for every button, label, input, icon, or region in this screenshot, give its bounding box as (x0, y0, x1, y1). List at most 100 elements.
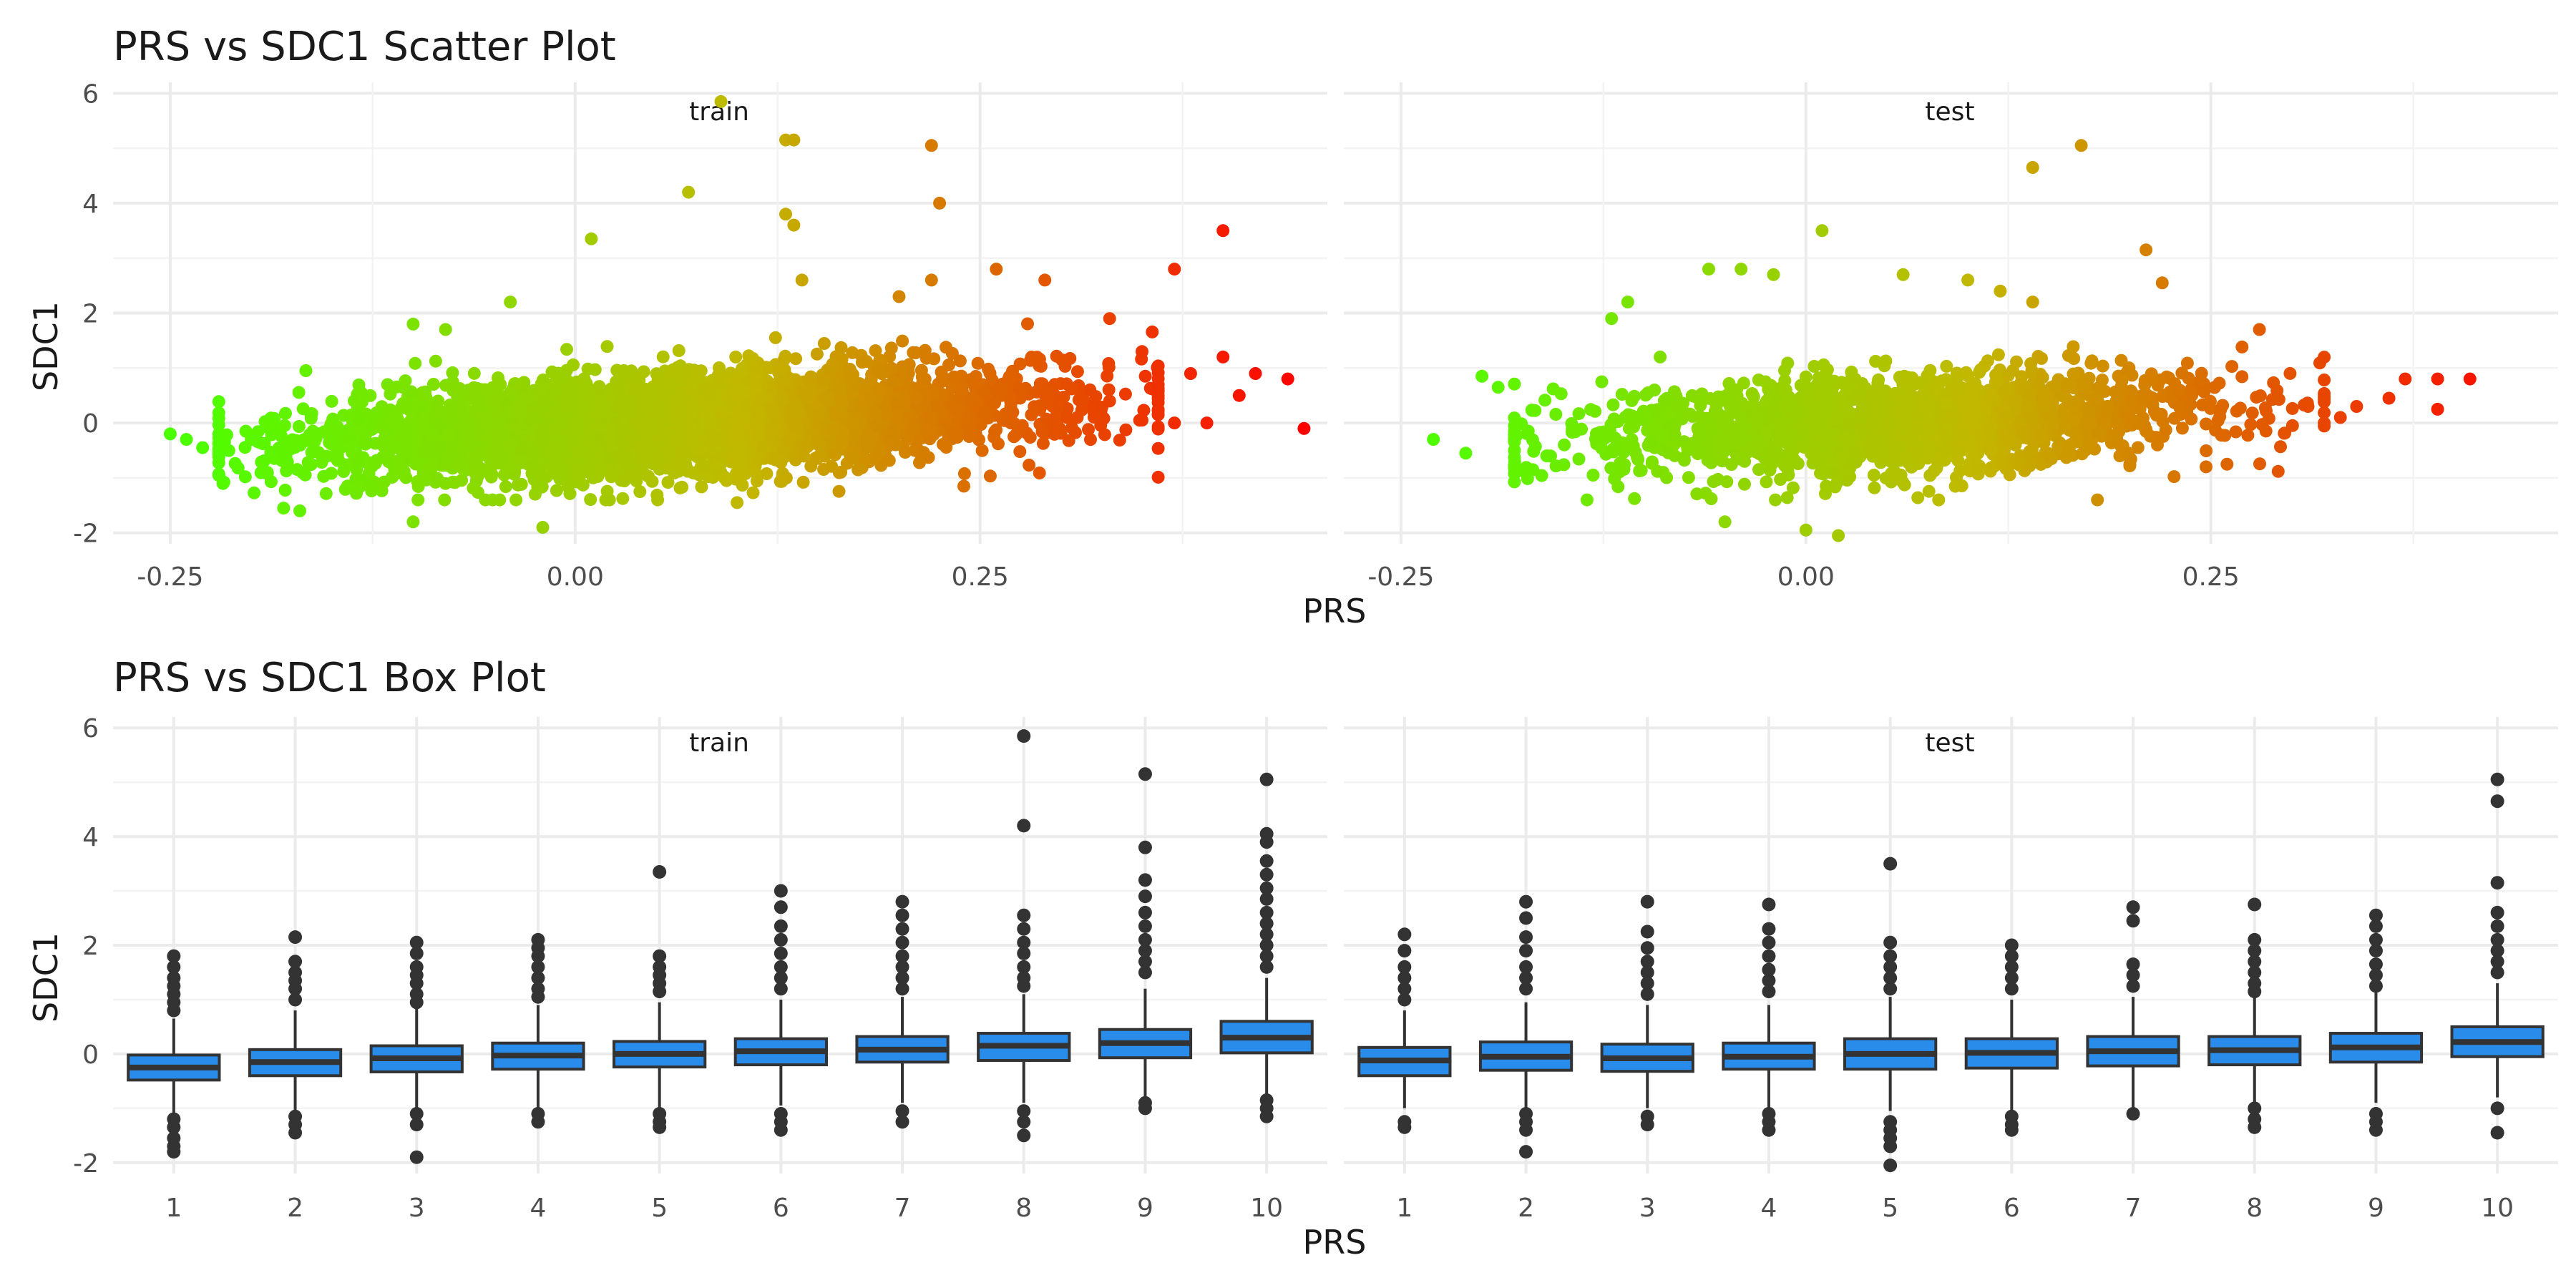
scatter-point (701, 470, 715, 484)
scatter-point (918, 372, 932, 386)
scatter-point (1004, 371, 1018, 385)
scatter-point (736, 479, 749, 492)
scatter-point (493, 493, 507, 507)
scatter-point (404, 385, 418, 399)
scatter-point (1615, 388, 1629, 401)
scatter-point (399, 471, 413, 484)
scatter-point (258, 436, 271, 450)
scatter-point (869, 407, 883, 420)
scatter-point (610, 401, 624, 414)
scatter-point (293, 504, 306, 517)
scatter-point (1051, 401, 1064, 414)
scatter-point (1151, 384, 1165, 397)
scatter-point (504, 436, 518, 450)
scatter-point (444, 415, 457, 429)
scatter-point (846, 417, 859, 431)
scatter-point (1281, 372, 1294, 386)
scatter-strip-test: test (1925, 97, 1974, 127)
scatter-point (734, 454, 748, 467)
scatter-point (618, 474, 631, 487)
scatter-point (337, 409, 351, 422)
scatter-point (983, 469, 997, 483)
scatter-point (2084, 356, 2098, 370)
scatter-point (563, 376, 577, 389)
scatter-point (552, 366, 565, 380)
scatter-point (695, 480, 708, 494)
scatter-point (1168, 416, 1181, 430)
scatter-point (1087, 411, 1101, 424)
scatter-point (900, 383, 914, 396)
scatter-point (1102, 383, 1116, 396)
scatter-point (573, 446, 587, 459)
scatter-point (1097, 411, 1111, 425)
scatter-point (464, 441, 477, 455)
scatter-point (1013, 445, 1027, 459)
scatter-point (581, 465, 595, 479)
scatter-point (860, 440, 874, 454)
scatter-point (292, 420, 306, 433)
scatter-point (619, 370, 633, 384)
scatter-point (1151, 361, 1164, 374)
scatter-point (825, 459, 839, 473)
scatter-point (1786, 481, 1800, 494)
scatter-point (562, 477, 575, 491)
scatter-point (728, 378, 741, 391)
scatter-point (196, 441, 210, 454)
scatter-point (2245, 406, 2259, 420)
scatter-point (212, 395, 225, 409)
scatter-point (844, 374, 858, 387)
scatter-point (278, 484, 292, 497)
scatter-point (553, 438, 567, 452)
scatter-point (892, 290, 906, 303)
scatter-point (1871, 376, 1885, 390)
scatter-point (2283, 366, 2297, 380)
scatter-point (817, 337, 831, 350)
scatter-point (280, 455, 294, 469)
scatter-point (212, 427, 225, 441)
scatter-point (424, 457, 438, 471)
scatter-point (952, 404, 966, 418)
scatter-point (301, 456, 315, 469)
scatter-point (467, 482, 480, 495)
scatter-point (633, 485, 647, 499)
y-tick-label: -2 (73, 519, 99, 549)
scatter-point (514, 407, 527, 421)
scatter-point (163, 427, 177, 441)
scatter-point (540, 400, 552, 414)
scatter-point (859, 355, 873, 368)
scatter-point (887, 426, 901, 439)
y-tick-label: 0 (82, 409, 99, 439)
scatter-point (712, 369, 725, 381)
scatter-point (1249, 367, 1262, 380)
scatter-point (769, 453, 782, 467)
scatter-point (1628, 492, 1641, 505)
scatter-point (411, 493, 425, 507)
scatter-point (545, 387, 559, 401)
scatter-point (605, 470, 618, 484)
scatter-point (452, 459, 466, 473)
scatter-point (800, 440, 814, 454)
scatter-point (804, 459, 818, 473)
scatter-point (258, 454, 271, 467)
scatter-point (736, 362, 749, 375)
scatter-point (1151, 441, 1165, 455)
scatter-point (1084, 433, 1097, 447)
scatter-point (548, 467, 562, 480)
scatter-point (682, 185, 696, 199)
scatter-point (299, 364, 313, 377)
scatter-point (940, 441, 953, 454)
scatter-point (462, 413, 475, 426)
scatter-points (163, 94, 1311, 534)
scatter-point (386, 408, 399, 421)
scatter-point (787, 133, 801, 147)
scatter-point (479, 493, 492, 507)
scatter-point (723, 415, 736, 429)
scatter-point (656, 350, 670, 364)
scatter-point (399, 374, 412, 388)
scatter-point (990, 263, 1003, 276)
scatter-point (919, 351, 933, 365)
scatter-point (1137, 404, 1151, 417)
scatter-point (375, 484, 389, 497)
x-tick-label: -0.25 (1367, 562, 1434, 592)
